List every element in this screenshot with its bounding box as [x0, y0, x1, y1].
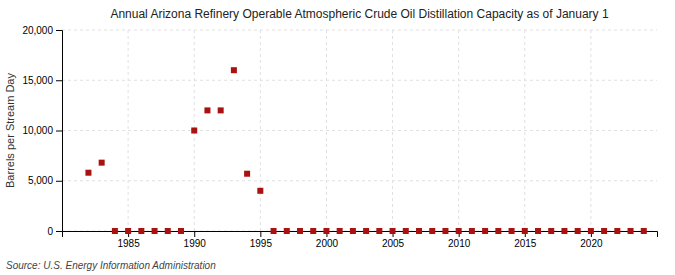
point [416, 228, 422, 234]
tick-label: 1990 [184, 238, 207, 249]
point [231, 67, 237, 73]
point [469, 228, 475, 234]
point [482, 228, 488, 234]
point [138, 228, 144, 234]
point [363, 228, 369, 234]
grid-line [62, 80, 657, 81]
grid-line [62, 130, 657, 131]
point [152, 228, 158, 234]
point [297, 228, 303, 234]
tick: 20,000 [22, 25, 62, 36]
point [257, 188, 263, 194]
tick-mark [56, 231, 62, 232]
point [522, 228, 528, 234]
tick-mark [56, 131, 62, 132]
grid-line [590, 30, 591, 231]
point [456, 228, 462, 234]
point [442, 228, 448, 234]
tick-label: 5,000 [28, 175, 53, 186]
point [99, 160, 105, 166]
point [376, 228, 382, 234]
point [548, 228, 554, 234]
point [125, 228, 131, 234]
tick-mark [260, 231, 261, 237]
point [244, 171, 250, 177]
grid-line [62, 180, 657, 181]
chart: 1985 1990 1995 2000 2005 2010 2015 2020 0 5,000 10… [0, 0, 675, 275]
point [178, 228, 184, 234]
tick-label: 2010 [448, 238, 471, 249]
point [601, 228, 607, 234]
point [614, 228, 620, 234]
point [271, 228, 277, 234]
plot: 1985 1990 1995 2000 2005 2010 2015 2020 0 5,000 10… [22, 25, 657, 249]
point [641, 228, 647, 234]
tick-label: 1995 [250, 238, 273, 249]
tick: 5,000 [28, 175, 62, 186]
point [350, 228, 356, 234]
point [284, 228, 290, 234]
point [85, 170, 91, 176]
tick-label: 2005 [382, 238, 405, 249]
grid-line [524, 30, 525, 231]
grid-line [260, 30, 261, 231]
point [323, 228, 329, 234]
point [112, 228, 118, 234]
point [204, 107, 210, 113]
point [588, 228, 594, 234]
tick-mark [194, 231, 195, 237]
point [575, 228, 581, 234]
point [628, 228, 634, 234]
point [191, 128, 197, 134]
axis-line [56, 31, 63, 232]
point [535, 228, 541, 234]
grid-line [326, 30, 327, 231]
point [429, 228, 435, 234]
tick-mark [56, 30, 62, 31]
tick-label: 2015 [514, 238, 537, 249]
point [561, 228, 567, 234]
tick: 1990 [184, 231, 207, 249]
point [509, 228, 515, 234]
grid [62, 30, 657, 231]
y-axis: 0 5,000 10,000 15,000 20,000 [22, 25, 62, 237]
point [165, 228, 171, 234]
grid-line [458, 30, 459, 231]
tick-label: 0 [47, 226, 53, 237]
tick: 1995 [250, 231, 273, 249]
point [390, 228, 396, 234]
point [337, 228, 343, 234]
title: Annual Arizona Refinery Operable Atmosph… [110, 7, 609, 21]
tick: 0 [47, 226, 62, 237]
tick: 10,000 [22, 125, 62, 136]
grid-line [392, 30, 393, 231]
tick-label: 1985 [117, 238, 140, 249]
point [310, 228, 316, 234]
grid-line [62, 30, 657, 31]
annotation: Source: U.S. Energy Information Administ… [6, 260, 216, 271]
point [218, 107, 224, 113]
y-axis-title: Barrels per Stream Day [4, 73, 16, 188]
tick: 15,000 [22, 75, 62, 86]
tick-label: 15,000 [22, 75, 53, 86]
tick-mark [56, 80, 62, 81]
tick-mark [56, 181, 62, 182]
tick-label: 2000 [316, 238, 339, 249]
tick-label: 20,000 [22, 25, 53, 36]
points [85, 67, 646, 234]
tick-label: 10,000 [22, 125, 53, 136]
tick-label: 2020 [580, 238, 603, 249]
point [495, 228, 501, 234]
point [403, 228, 409, 234]
grid-line [128, 30, 129, 231]
